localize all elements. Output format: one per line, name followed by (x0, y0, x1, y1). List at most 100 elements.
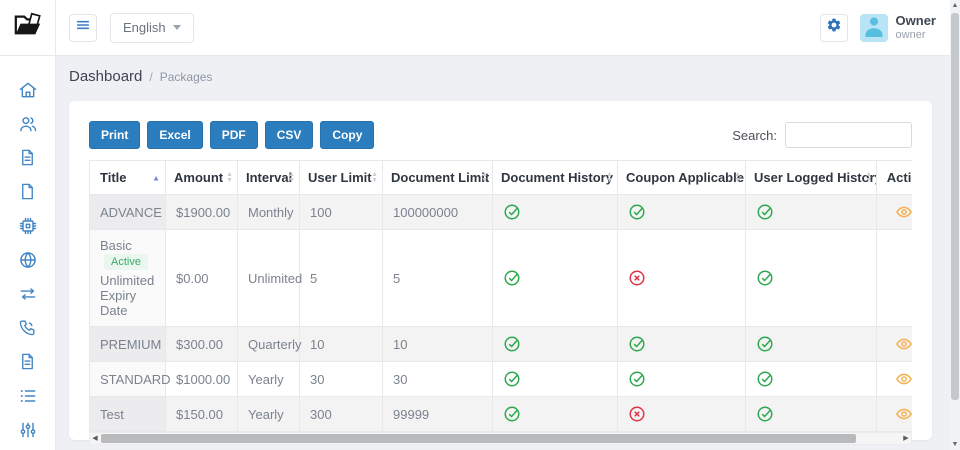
cell-user-logged-history (745, 194, 877, 230)
sort-icons: ▲ ▼ (865, 170, 872, 184)
cell-document-limit: 5 (382, 229, 493, 327)
column-label: Title (100, 170, 127, 185)
sort-icons: ▲ ▼ (606, 170, 613, 184)
user-avatar[interactable] (859, 13, 888, 42)
sidebar-item-phone[interactable] (13, 317, 43, 338)
user-meta[interactable]: Owner owner (895, 12, 936, 42)
sidebar-item-file-text[interactable] (13, 147, 43, 168)
cell-document-limit: 100000000 (382, 194, 493, 230)
copy-button[interactable]: Copy (320, 121, 375, 149)
column-header-interval[interactable]: Interval ▲ ▼ (237, 160, 300, 195)
column-label: Document Limit (391, 170, 490, 185)
cell-coupon-applicable (617, 229, 746, 327)
sidebar-item-file[interactable] (13, 181, 43, 202)
cell-title: STANDARD (89, 361, 171, 397)
main-content: Dashboard / Packages Print Excel PDF CSV Cop… (56, 56, 950, 450)
check-circle-icon (503, 269, 607, 287)
sidebar-item-globe[interactable] (13, 249, 43, 270)
column-header-document-limit[interactable]: Document Limit ▲ ▼ (382, 160, 493, 195)
chevron-down-icon (172, 25, 181, 30)
sidebar-item-users[interactable] (13, 113, 43, 134)
transfer-icon (18, 284, 38, 304)
sort-icons: ▲ ▼ (371, 170, 378, 184)
sidebar-nav (0, 56, 56, 450)
sidebar-item-transfer[interactable] (13, 283, 43, 304)
user-name: Owner (895, 12, 936, 28)
excel-button[interactable]: Excel (147, 121, 203, 149)
scroll-right-arrow-icon[interactable]: ▶ (903, 435, 909, 442)
sidebar-item-home[interactable] (13, 79, 43, 100)
check-circle-icon (756, 335, 866, 353)
table-header-row: Title ▲ Amount ▲ ▼ Interval ▲ ▼ User Limit ▲ ▼ Docu… (89, 160, 912, 195)
file-text-icon (18, 148, 37, 167)
cell-document-history (492, 229, 618, 327)
menu-toggle-button[interactable] (69, 13, 97, 42)
hamburger-icon (75, 17, 91, 38)
check-circle-icon (503, 335, 607, 353)
column-label: Document History (501, 170, 613, 185)
eye-icon[interactable] (895, 335, 912, 353)
phone-icon (18, 318, 37, 337)
column-header-document-history[interactable]: Document History ▲ ▼ (492, 160, 618, 195)
cell-user-limit: 100 (299, 194, 383, 230)
cell-document-history (492, 361, 618, 397)
cell-title: Test (89, 396, 166, 432)
folder-logo-icon (13, 10, 43, 45)
cell-coupon-applicable (617, 396, 746, 432)
print-button[interactable]: Print (89, 121, 141, 149)
csv-button[interactable]: CSV (264, 121, 314, 149)
check-circle-icon (628, 335, 735, 353)
eye-icon[interactable] (895, 203, 912, 221)
search-wrap: Search: (732, 122, 912, 148)
column-header-amount[interactable]: Amount ▲ ▼ (165, 160, 238, 195)
cell-action (876, 194, 912, 230)
sidebar-item-sliders[interactable] (13, 419, 43, 440)
scroll-up-arrow-icon[interactable]: ▲ (951, 2, 959, 9)
topbar: English Owner owner (0, 0, 950, 56)
column-header-coupon-applicable[interactable]: Coupon Applicable ▲ ▼ (617, 160, 746, 195)
column-label: Interval (246, 170, 293, 185)
search-label: Search: (732, 127, 777, 143)
horizontal-scroll-thumb[interactable] (101, 434, 857, 443)
column-label: Coupon Applicable (626, 170, 744, 185)
settings-button[interactable] (819, 13, 848, 42)
user-role: owner (895, 28, 926, 41)
sidebar-item-cpu[interactable] (13, 215, 43, 236)
cell-amount: $1000.00 (165, 361, 238, 397)
horizontal-scrollbar[interactable]: ◀ ▶ (89, 432, 912, 445)
cell-document-limit: 30 (382, 361, 493, 397)
cell-coupon-applicable (617, 361, 746, 397)
gear-icon (826, 17, 842, 38)
column-label: User Logged History (754, 170, 877, 185)
cell-document-limit: 99999 (382, 396, 493, 432)
cell-user-limit: 300 (299, 396, 383, 432)
sort-icons: ▲ ▼ (226, 170, 233, 184)
package-subtitle: Unlimited Expiry Date (100, 273, 155, 318)
vertical-scroll-thumb[interactable] (951, 13, 959, 400)
eye-icon[interactable] (895, 405, 912, 423)
eye-icon[interactable] (895, 370, 912, 388)
column-header-title[interactable]: Title ▲ (89, 160, 166, 195)
cell-coupon-applicable (617, 194, 746, 230)
cell-interval: Quarterly (237, 326, 301, 362)
vertical-scrollbar[interactable]: ▲ ▼ (950, 0, 960, 450)
pdf-button[interactable]: PDF (209, 121, 258, 149)
app-logo[interactable] (0, 0, 56, 55)
scroll-left-arrow-icon[interactable]: ◀ (92, 435, 98, 442)
sliders-icon (18, 420, 38, 440)
cell-document-history (492, 326, 618, 362)
sort-asc-icon: ▲ (152, 173, 160, 182)
breadcrumb-dashboard[interactable]: Dashboard (69, 68, 143, 85)
cell-interval: Monthly (237, 194, 300, 230)
packages-table: Title ▲ Amount ▲ ▼ Interval ▲ ▼ User Limit ▲ ▼ Docu… (89, 160, 912, 432)
search-input[interactable] (785, 122, 912, 148)
cell-amount: $1900.00 (165, 194, 238, 230)
column-header-user-logged-history[interactable]: User Logged History ▲ ▼ (745, 160, 877, 195)
sidebar-item-list[interactable] (13, 385, 43, 406)
person-icon (861, 14, 887, 42)
language-selector[interactable]: English (110, 12, 194, 43)
sidebar-item-document[interactable] (13, 351, 43, 372)
table-row: Basic Active Unlimited Expiry Date $0.00 Un… (89, 229, 912, 327)
scroll-down-arrow-icon[interactable]: ▼ (951, 441, 959, 448)
column-header-user-limit[interactable]: User Limit ▲ ▼ (299, 160, 383, 195)
